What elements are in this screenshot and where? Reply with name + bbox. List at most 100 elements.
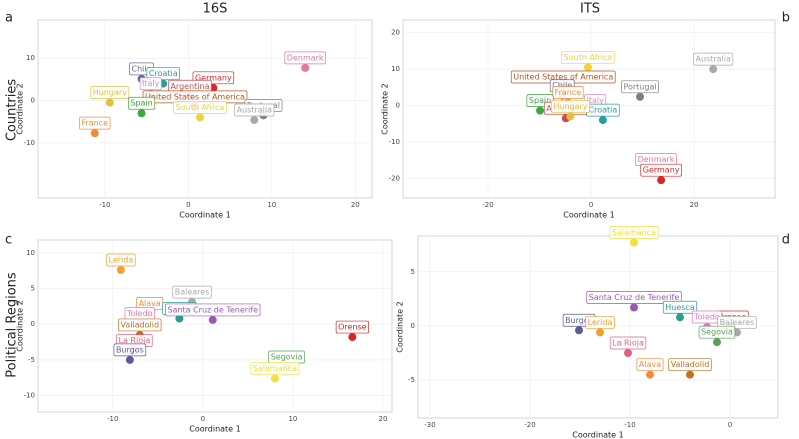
label-text: Lerida bbox=[588, 318, 613, 327]
label-text: Hungary bbox=[93, 88, 127, 97]
label-text: Alava bbox=[639, 360, 661, 369]
plot-background bbox=[37, 239, 393, 413]
y-tick-label: 10 bbox=[26, 54, 35, 62]
label-text: Germany bbox=[195, 73, 232, 82]
centroid bbox=[686, 370, 694, 379]
row-title: Countries bbox=[5, 79, 20, 142]
centroid bbox=[630, 303, 638, 312]
label-text: Denmark bbox=[638, 155, 675, 164]
x-axis-label: Coordinate 1 bbox=[179, 211, 231, 220]
point-label: Toledo bbox=[691, 310, 723, 324]
label-box bbox=[250, 362, 300, 375]
point-label: Segovia bbox=[698, 325, 736, 339]
label-box bbox=[552, 86, 584, 99]
point-label: Alava bbox=[636, 358, 664, 372]
centroid bbox=[536, 106, 545, 115]
point-label: Toledo bbox=[124, 307, 155, 320]
row-title: Political Regions bbox=[5, 272, 20, 378]
label-box bbox=[284, 51, 326, 65]
label-text: South Africa bbox=[564, 53, 613, 62]
label-box bbox=[335, 320, 369, 334]
y-tick-label: -20 bbox=[389, 174, 400, 182]
centroid bbox=[105, 98, 114, 107]
centroid bbox=[596, 328, 604, 337]
point-label: Argentina bbox=[168, 79, 212, 93]
point-label: Santa Cruz de Tenerife bbox=[586, 291, 682, 304]
label-text: Croatia bbox=[589, 106, 618, 115]
label-text: Argentina bbox=[170, 82, 209, 91]
label-text: Denmark bbox=[287, 53, 324, 62]
point-label: Valladolid bbox=[118, 318, 162, 332]
x-tick-label: 10 bbox=[288, 415, 297, 423]
column-title: 16S bbox=[203, 2, 228, 17]
label-text: Burgos bbox=[116, 345, 144, 354]
x-tick-label: -30 bbox=[424, 421, 435, 429]
label-text: Alava bbox=[139, 299, 161, 308]
label-box bbox=[128, 96, 156, 110]
point-label: France bbox=[79, 116, 111, 130]
label-box bbox=[106, 253, 136, 267]
centroid bbox=[137, 109, 146, 118]
centroid bbox=[630, 238, 638, 247]
x-tick-label: -10 bbox=[99, 201, 110, 209]
label-box bbox=[717, 316, 757, 329]
point-label: Australia bbox=[234, 103, 275, 117]
centroid bbox=[646, 370, 654, 379]
centroid bbox=[709, 65, 718, 74]
x-tick-label: 20 bbox=[351, 201, 360, 209]
x-tick-label: 20 bbox=[379, 415, 388, 423]
point-label: Germany bbox=[640, 163, 682, 177]
y-tick-label: 10 bbox=[26, 249, 35, 257]
label-text: Santa Cruz de Tenerife bbox=[589, 293, 680, 302]
panel-letter: d bbox=[782, 233, 790, 248]
centroid bbox=[301, 63, 310, 72]
label-text: Spain bbox=[529, 96, 551, 105]
label-text: Burgos bbox=[565, 316, 593, 325]
centroid bbox=[250, 116, 259, 125]
label-text: Salamanca bbox=[253, 364, 297, 373]
point-label: Denmark bbox=[284, 51, 326, 65]
label-box bbox=[609, 226, 659, 239]
label-text: Valladolid bbox=[671, 360, 710, 369]
label-box bbox=[693, 52, 734, 66]
y-axis-label: Coordinate 2 bbox=[16, 300, 25, 352]
x-tick-label: 10 bbox=[267, 201, 276, 209]
y-tick-label: -10 bbox=[389, 138, 400, 146]
label-text: Toledo bbox=[126, 309, 153, 318]
point-label: Baleares bbox=[717, 316, 757, 329]
label-text: South Africa bbox=[176, 103, 225, 112]
y-tick-label: 5 bbox=[31, 285, 35, 293]
y-tick-label: 20 bbox=[391, 29, 400, 37]
y-tick-label: 0 bbox=[31, 97, 35, 105]
label-text: United States of America bbox=[513, 72, 613, 81]
centroid bbox=[636, 92, 645, 101]
centroid bbox=[125, 355, 134, 364]
label-text: Lerida bbox=[109, 255, 134, 264]
label-text: Italy bbox=[142, 79, 160, 88]
point-label: Spain bbox=[128, 96, 156, 110]
label-box bbox=[118, 318, 162, 332]
point-label: Hungary bbox=[551, 100, 590, 113]
label-text: Baleares bbox=[175, 288, 210, 297]
label-box bbox=[586, 291, 682, 304]
label-text: Germany bbox=[643, 166, 680, 175]
centroid bbox=[348, 333, 357, 342]
label-text: Australia bbox=[237, 106, 272, 115]
y-tick-label: 5 bbox=[411, 268, 415, 276]
x-tick-label: -10 bbox=[107, 415, 118, 423]
y-tick-label: 0 bbox=[396, 102, 400, 110]
label-box bbox=[640, 163, 682, 177]
label-text: Santa Cruz de Tenerife bbox=[167, 305, 258, 314]
centroid bbox=[116, 265, 125, 274]
y-tick-label: -5 bbox=[28, 356, 35, 364]
point-label: La Rioja bbox=[609, 336, 647, 350]
x-tick-label: -20 bbox=[482, 201, 493, 209]
label-box bbox=[113, 343, 147, 357]
centroid bbox=[713, 338, 721, 347]
point-label: Salamanca bbox=[250, 362, 300, 375]
label-text: France bbox=[81, 119, 108, 128]
panel-letter: a bbox=[5, 11, 13, 26]
y-tick-label: -5 bbox=[408, 376, 415, 384]
label-text: Chile bbox=[552, 81, 572, 90]
label-box bbox=[609, 336, 647, 350]
